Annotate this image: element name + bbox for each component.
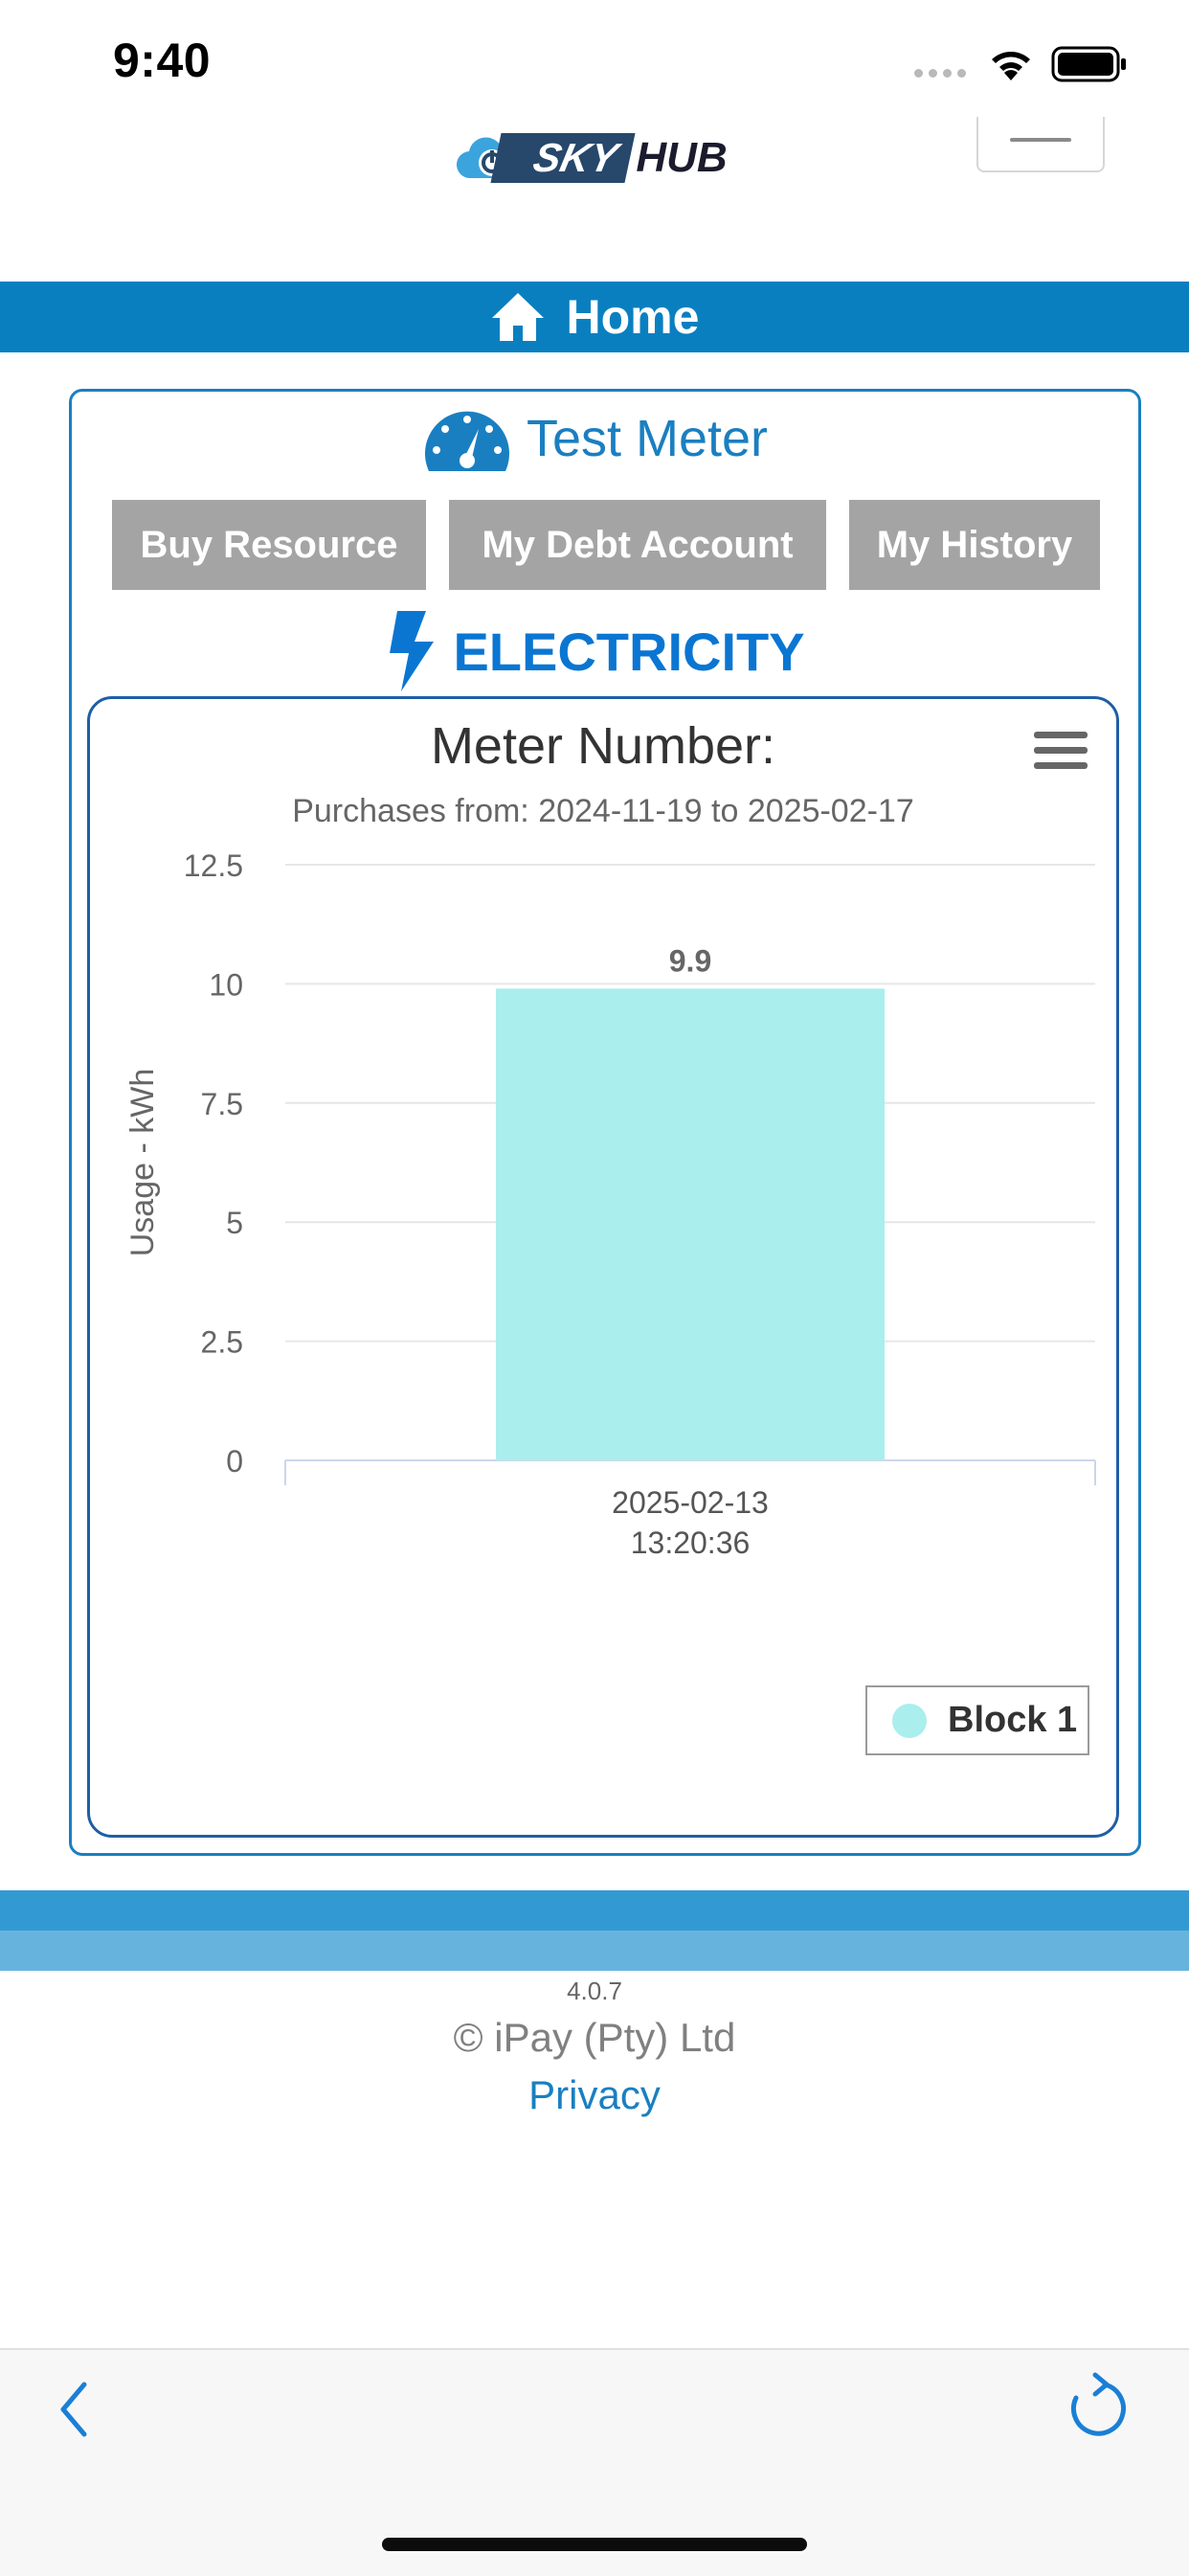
reload-icon[interactable] xyxy=(1063,2371,1132,2444)
wifi-icon xyxy=(992,52,1030,80)
meter-card xyxy=(69,389,1141,1856)
footer-band xyxy=(0,1890,1189,1931)
page-title: Home xyxy=(566,290,700,344)
lightning-bolt-icon xyxy=(390,611,435,691)
chart-menu-icon[interactable] xyxy=(1034,732,1088,780)
chart-subtitle: Purchases from: 2024-11-19 to 2025-02-17 xyxy=(292,793,914,829)
back-icon[interactable] xyxy=(54,2379,96,2440)
legend-swatch xyxy=(892,1703,927,1738)
chart-container xyxy=(87,696,1119,1838)
chart-title: Meter Number: xyxy=(430,717,776,775)
status-time: 9:40 xyxy=(113,34,212,87)
privacy-link[interactable]: Privacy xyxy=(528,2072,661,2117)
menu-toggle-button[interactable] xyxy=(976,117,1105,172)
battery-icon xyxy=(1051,46,1126,82)
my-debt-account-button[interactable]: My Debt Account xyxy=(449,500,826,590)
meter-name: Test Meter xyxy=(526,410,769,467)
home-indicator xyxy=(382,2538,807,2551)
cellular-signal-icon xyxy=(914,69,966,78)
chart-legend[interactable]: Block 1 xyxy=(865,1685,1089,1755)
gauge-icon xyxy=(424,411,509,471)
legend-label: Block 1 xyxy=(948,1700,1078,1740)
home-nav-bar[interactable]: Home xyxy=(0,282,1189,352)
app-version: 4.0.7 xyxy=(567,1977,622,2005)
buy-resource-button[interactable]: Buy Resource xyxy=(112,500,426,590)
logo-sky-text: SKY xyxy=(490,133,636,183)
resource-heading: ELECTRICITY xyxy=(0,603,1189,699)
home-icon xyxy=(491,293,544,341)
meter-heading: Test Meter xyxy=(0,391,1189,486)
copyright-text: © iPay (Pty) Ltd xyxy=(453,2015,736,2060)
footer-band-light xyxy=(0,1931,1189,1971)
resource-type: ELECTRICITY xyxy=(453,621,805,682)
logo-hub-text: HUB xyxy=(636,134,728,181)
skyhub-logo: SKY HUB xyxy=(456,124,728,192)
my-history-button[interactable]: My History xyxy=(849,500,1100,590)
